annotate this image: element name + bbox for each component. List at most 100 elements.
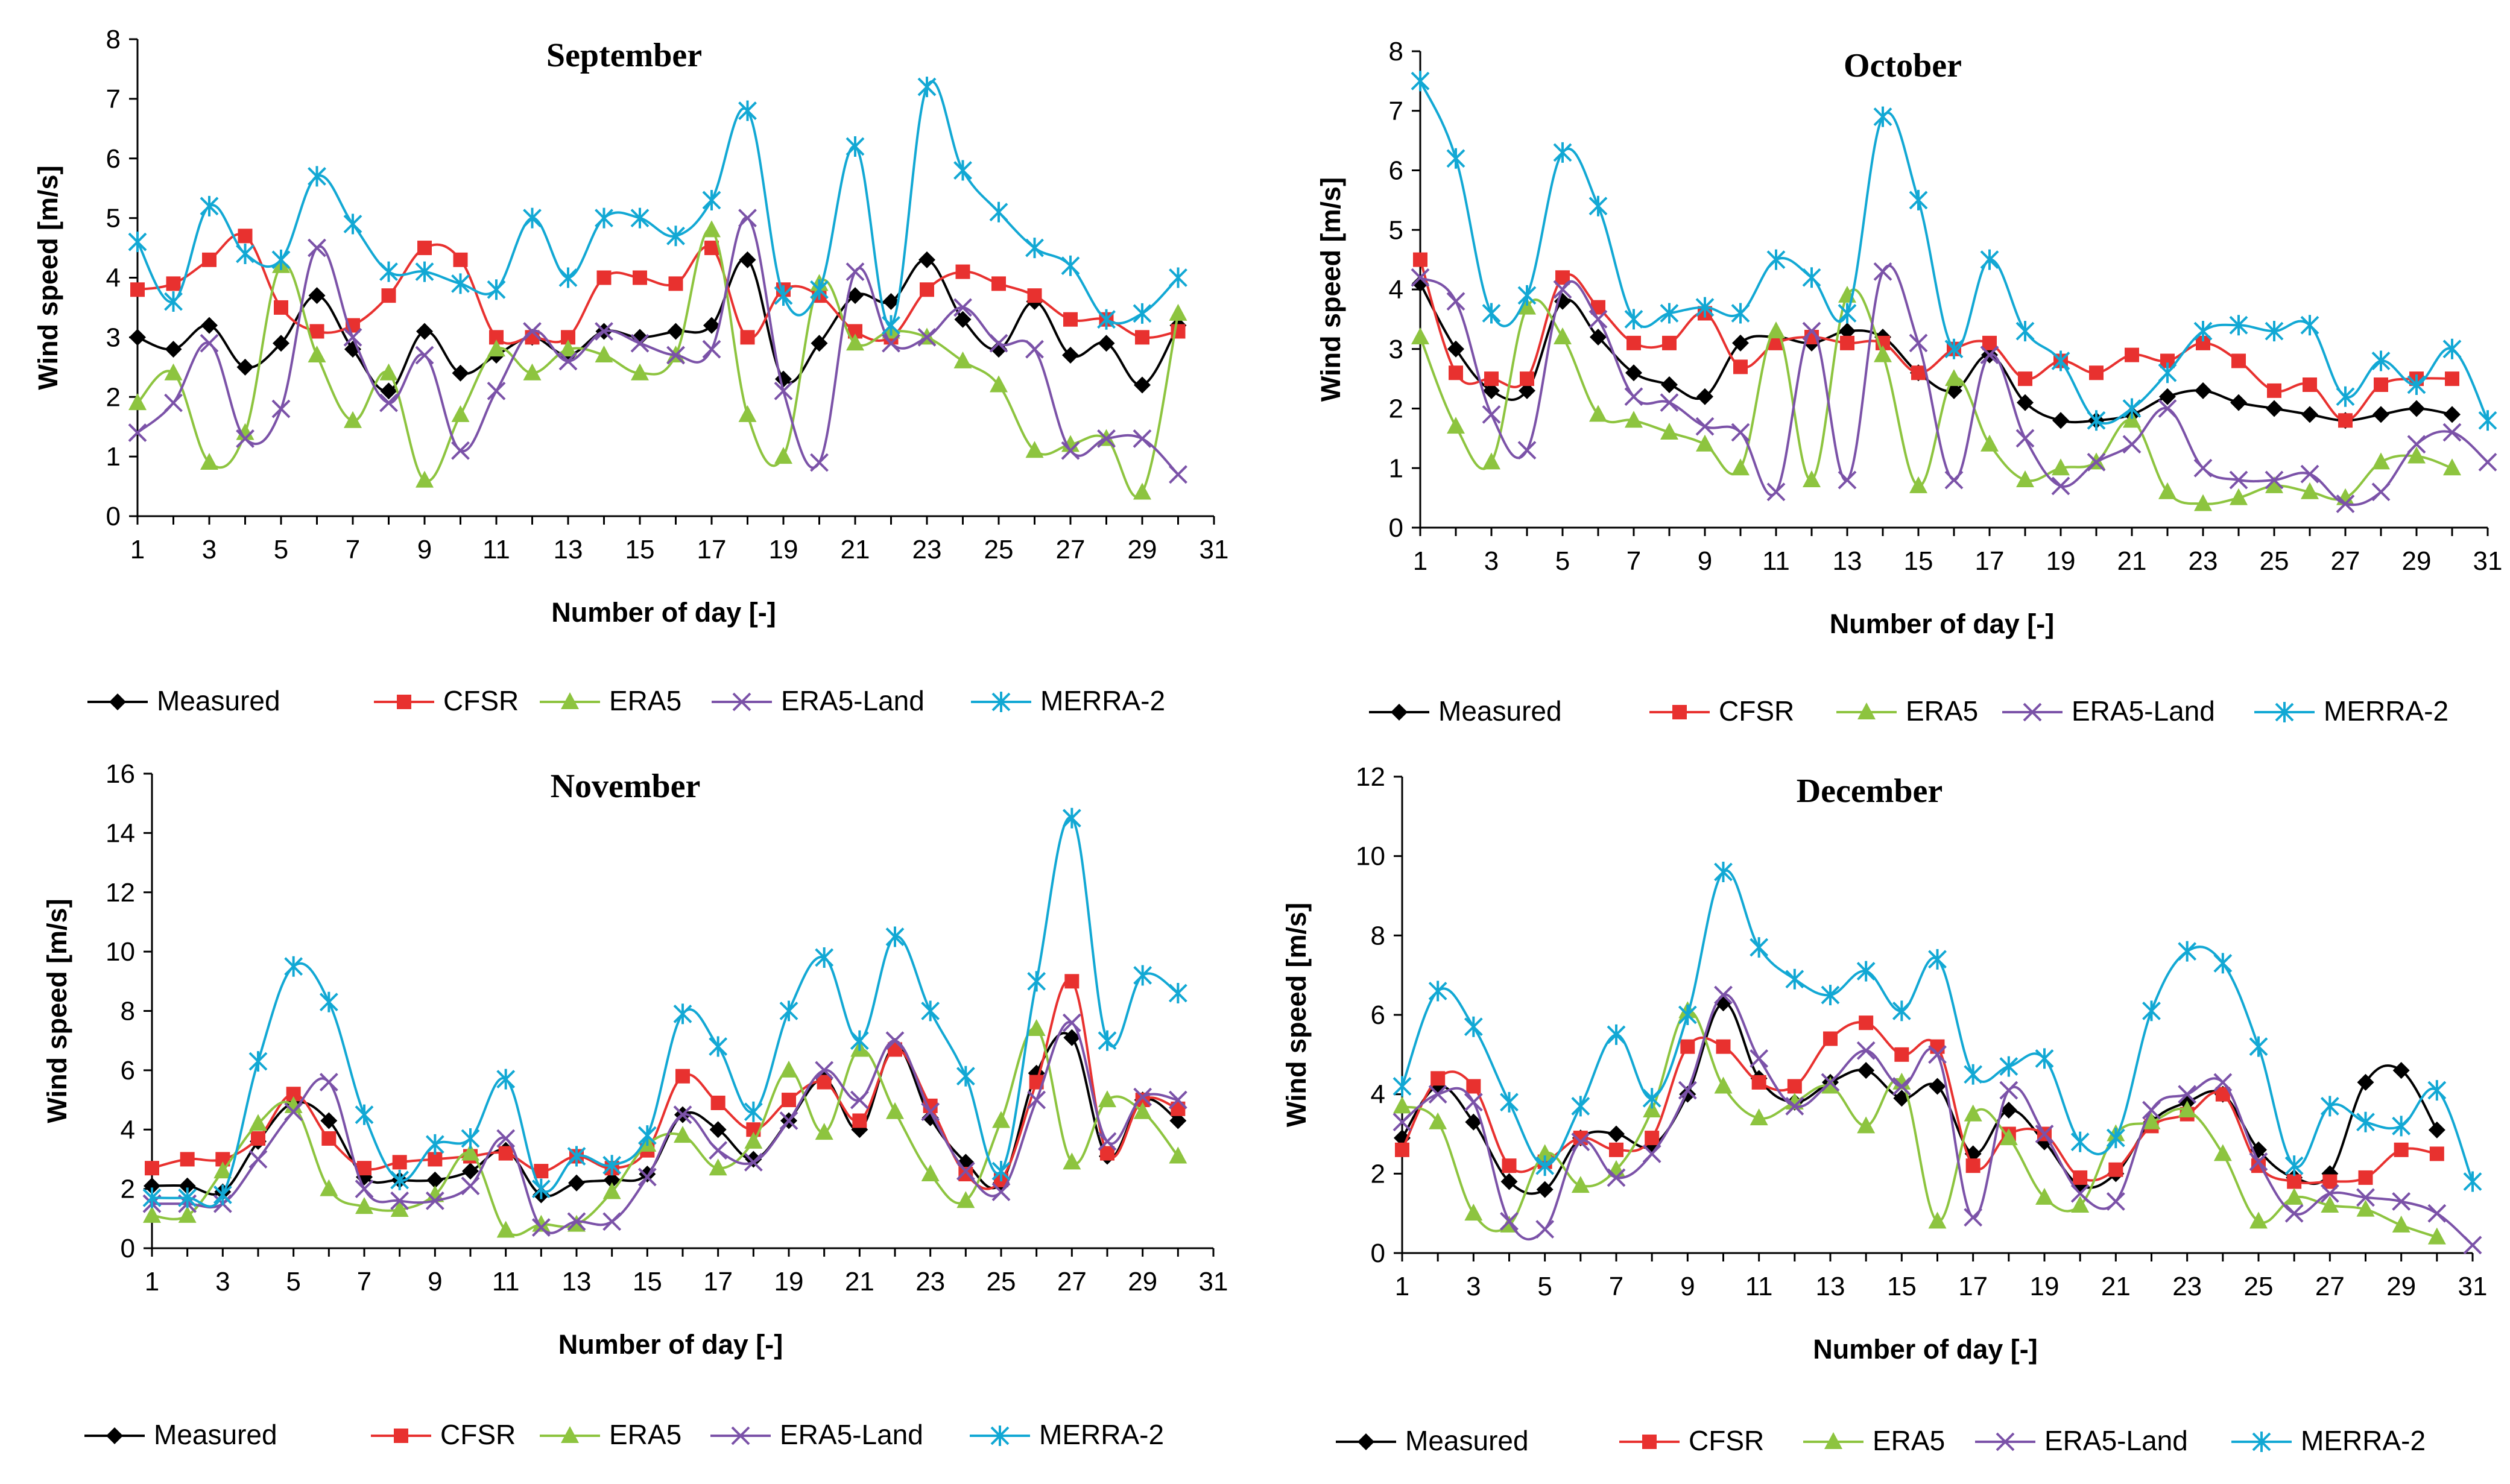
marker-x	[1766, 482, 1786, 502]
marker-star	[1097, 309, 1116, 330]
y-tick-label: 4	[106, 264, 121, 293]
x-tick-label: 29	[1128, 1267, 1157, 1296]
marker-star	[523, 207, 542, 229]
x-tick-label: 15	[1904, 546, 1933, 576]
marker-x	[991, 1182, 1011, 1201]
marker-diamond	[109, 693, 126, 710]
marker-star	[1750, 937, 1769, 958]
marker-triangle	[390, 1200, 409, 1217]
y-tick-label: 6	[121, 1056, 135, 1085]
marker-star	[2051, 350, 2070, 371]
marker-star	[2035, 1048, 2054, 1069]
legend-label: ERA5	[609, 1419, 681, 1450]
x-axis-label: Number of day [-]	[1830, 608, 2055, 639]
marker-x	[2407, 435, 2426, 454]
series-line	[136, 228, 1180, 499]
marker-x	[1062, 1013, 1081, 1032]
marker-x	[1571, 1132, 1590, 1152]
marker-star	[1062, 807, 1081, 829]
marker-x	[885, 1031, 905, 1050]
marker-star	[2158, 362, 2177, 384]
marker-star	[487, 279, 506, 300]
marker-x	[595, 322, 613, 341]
marker-triangle	[320, 1179, 338, 1196]
legend-label: Measured	[1405, 1425, 1529, 1456]
marker-x	[2442, 423, 2462, 442]
marker-square	[1466, 1079, 1481, 1094]
marker-x	[284, 1102, 303, 1122]
marker-diamond	[1732, 334, 1749, 352]
marker-x	[917, 327, 937, 347]
marker-square	[2338, 413, 2353, 428]
marker-x	[1589, 309, 1608, 329]
marker-star	[815, 947, 834, 968]
marker-diamond	[1608, 1125, 1625, 1143]
marker-triangle	[1999, 1128, 2018, 1146]
marker-star	[213, 1184, 232, 1205]
y-axis-label: Wind speed [m/s]	[33, 165, 63, 390]
marker-x	[2478, 452, 2497, 472]
legend-label: MERRA-2	[2324, 695, 2448, 727]
marker-x	[1624, 387, 1643, 406]
marker-triangle	[2407, 446, 2426, 464]
marker-triangle	[738, 405, 757, 422]
marker-diamond	[667, 323, 684, 340]
marker-triangle	[780, 1060, 798, 1078]
marker-star	[1169, 267, 1187, 288]
marker-diamond	[201, 317, 218, 334]
marker-x	[1097, 429, 1116, 448]
marker-triangle	[2301, 482, 2319, 499]
marker-triangle	[1589, 405, 1607, 422]
x-tick-label: 25	[2260, 546, 2289, 576]
x-tick-label: 13	[1816, 1272, 1845, 1301]
series-era5-land	[142, 1013, 1187, 1237]
marker-x	[236, 429, 254, 448]
marker-star	[2193, 321, 2213, 342]
marker-square	[852, 1113, 867, 1128]
marker-star	[1802, 267, 1821, 288]
marker-square	[1680, 1039, 1695, 1054]
marker-star	[1535, 1155, 1555, 1176]
marker-triangle	[602, 1182, 621, 1199]
marker-square	[381, 288, 396, 303]
y-tick-label: 5	[106, 204, 121, 233]
y-tick-label: 8	[1371, 921, 1385, 950]
marker-triangle	[1133, 1102, 1152, 1119]
marker-triangle	[744, 1131, 763, 1149]
marker-square	[166, 276, 181, 291]
marker-square	[1645, 1131, 1660, 1146]
marker-x	[810, 453, 829, 472]
marker-diamond	[2372, 406, 2389, 423]
marker-x	[1944, 470, 1964, 490]
marker-star	[1624, 309, 1643, 330]
x-tick-label: 17	[1975, 546, 2005, 576]
marker-triangle	[1928, 1211, 1947, 1229]
marker-square	[1626, 335, 1641, 350]
x-tick-label: 21	[2117, 546, 2147, 576]
marker-triangle	[308, 346, 326, 363]
x-tick-label: 11	[482, 535, 510, 564]
marker-x	[1061, 441, 1080, 460]
marker-triangle	[1696, 434, 1714, 452]
marker-x	[1999, 1081, 2018, 1100]
marker-square	[2108, 1162, 2123, 1177]
marker-triangle	[956, 1191, 975, 1208]
marker-x	[390, 1191, 409, 1210]
marker-triangle	[1964, 1104, 1982, 1122]
x-tick-label: 27	[2315, 1272, 2345, 1301]
marker-star	[2087, 410, 2106, 431]
marker-square	[1751, 1075, 1766, 1090]
marker-x	[1714, 985, 1733, 1005]
marker-x	[1909, 333, 1928, 353]
x-tick-label: 7	[1626, 546, 1641, 576]
marker-x	[1168, 1090, 1187, 1110]
marker-diamond	[308, 287, 326, 305]
x-tick-label: 5	[286, 1267, 300, 1296]
marker-triangle	[953, 351, 972, 368]
marker-star	[602, 1155, 622, 1176]
marker-star	[2320, 1096, 2339, 1117]
x-tick-label: 15	[625, 535, 655, 564]
marker-triangle	[416, 470, 434, 488]
marker-square	[958, 1167, 973, 1182]
